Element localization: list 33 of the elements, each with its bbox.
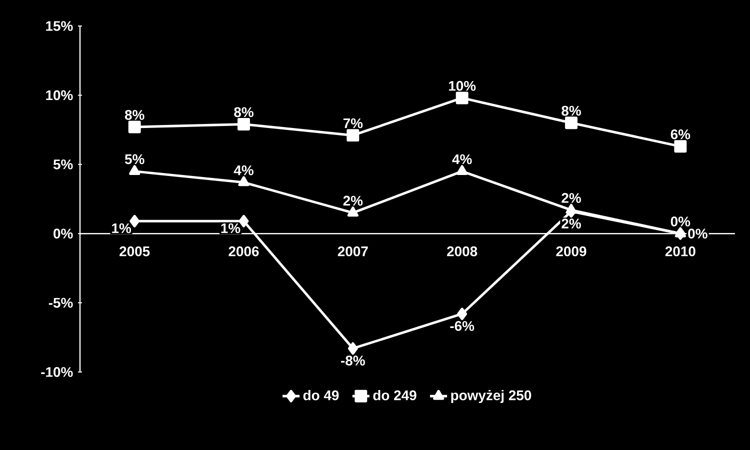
y-tick-label: 5% [53,159,73,170]
data-label: 8% [234,107,254,118]
legend-label: do 249 [373,390,416,400]
x-tick-label: 2006 [228,246,259,256]
y-tick-label: -10% [41,367,73,377]
data-label: 0% [688,228,708,239]
data-label: 1% [112,223,132,234]
data-label: 2% [562,193,581,203]
data-label: -6% [450,321,474,331]
x-tick-label: 2009 [556,246,586,256]
y-tick-label: 10% [46,90,73,100]
data-label: 2% [343,196,363,206]
y-tick-label: 15% [46,21,73,31]
x-tick-label: 2005 [120,246,150,256]
data-label: 4% [234,165,254,176]
data-label: 6% [670,129,690,140]
data-label: 0% [670,216,690,226]
y-tick-label: 0% [54,228,73,239]
data-label: -8% [341,356,365,366]
data-label: 10% [449,80,476,91]
legend-label: powyżej 250 [451,390,532,404]
data-label: 1% [221,223,240,234]
data-label: 8% [124,110,144,120]
data-label: 8% [562,106,581,116]
data-label: 2% [562,218,581,228]
x-tick-label: 2008 [447,246,478,256]
legend-label: do 49 [303,390,339,400]
x-tick-label: 2007 [338,246,368,256]
data-label: 4% [452,154,472,164]
y-tick-label: -5% [48,298,73,308]
data-label: 5% [124,154,144,164]
x-tick-label: 2010 [665,246,696,256]
data-label: 7% [343,118,363,128]
